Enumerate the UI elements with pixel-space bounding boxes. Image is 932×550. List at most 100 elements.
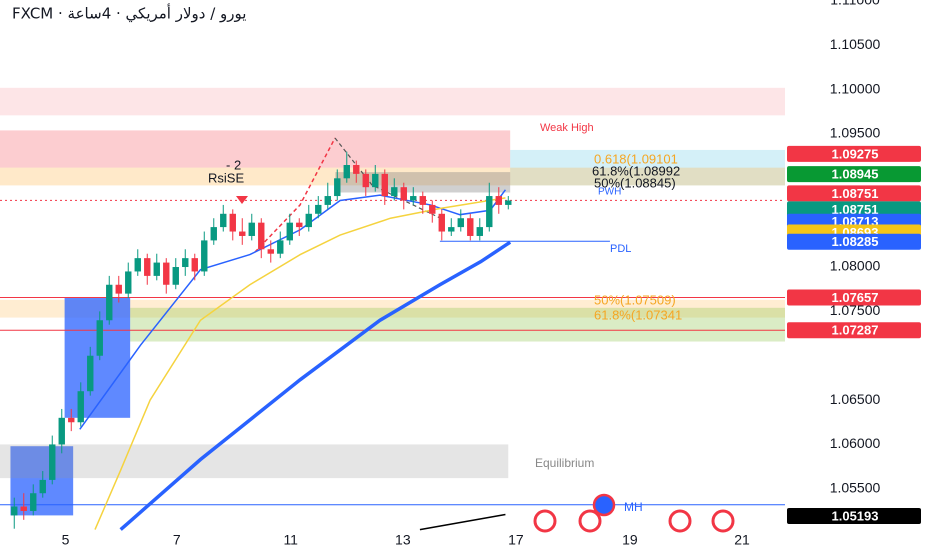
y-tick-label: 1.10500 [830,36,881,52]
annotation: PDL [610,243,631,255]
candle-body [324,196,331,205]
flag [668,509,692,533]
zone [0,87,785,116]
candle-body [362,173,369,188]
candle-body [172,267,179,285]
annotation: 0.618(1.09101 [594,151,678,166]
flag [578,509,602,533]
zones-layer [0,87,786,516]
x-tick-label: 13 [395,532,411,548]
price-tag-label: 1.08751 [832,202,879,217]
price-tag-label: 1.08285 [832,234,879,249]
annotation: Weak High [540,122,594,134]
candle-body [305,213,312,228]
candle-body [182,258,189,268]
moving-average [119,240,512,531]
price-tag [787,166,921,183]
candle-body [87,355,94,392]
annotation: 50%(1.07509) [594,292,676,307]
candle-body [115,284,122,294]
price-tag-label: 1.07287 [832,323,879,338]
y-tick-label: 1.11000 [830,0,880,8]
candle-body [495,196,502,205]
zone [0,167,785,186]
annotation: 61.8%(1.07341 [594,307,682,322]
price-tag [787,233,921,250]
candle-body [343,165,350,179]
zigzag [334,137,441,219]
annotation: PWH [598,187,621,198]
moving-average [419,513,506,531]
candle-body [315,204,322,214]
candle-body [30,493,37,511]
price-tag-label: 1.09275 [832,146,879,161]
arrow [236,196,248,204]
zone [0,130,511,168]
x-tick-label: 21 [734,532,750,548]
candle-body [277,240,284,254]
candle-body [448,227,455,232]
candle-body [400,187,407,201]
candle-body [144,258,151,276]
candle-body [372,173,379,188]
candle-body [153,262,160,276]
candle-body [229,213,236,232]
annotation: - 2 [226,157,241,172]
candle-body [457,218,464,228]
price-axis-bg [785,0,932,550]
candle-body [353,165,360,174]
price-tag-label: 1.08751 [832,186,879,201]
candle-body [296,222,303,228]
candle-body [258,222,265,250]
price-tag [787,322,921,339]
candle-body [486,196,493,228]
y-tick-label: 1.10000 [830,80,881,96]
candle-body [381,173,388,197]
candle-body [239,231,246,236]
candle-body [39,479,46,494]
zone [335,172,511,193]
candle-body [210,227,217,241]
price-tag [787,289,921,306]
candle-body [267,249,274,254]
annotation: 61.8%(1.08992 [592,163,680,178]
price-tag [787,145,921,162]
zone [510,149,785,186]
flags [533,493,735,533]
zone [0,444,509,479]
x-tick-label: 19 [622,532,638,548]
candle-body [476,227,483,236]
candle-body [58,417,65,445]
candle-body [429,204,436,214]
y-tick-label: 1.08000 [830,258,881,274]
candle-body [11,506,18,516]
x-tick-label: 11 [283,532,298,548]
flag [533,509,557,533]
annotation: 50%(1.08845) [594,175,676,190]
candle-body [77,391,84,423]
zone [64,297,131,418]
x-tick-label: 17 [508,532,524,548]
price-tag-label: 1.05193 [832,508,879,523]
candle-body [96,320,103,356]
candle-body [49,444,56,480]
y-tick-label: 1.06500 [830,391,881,407]
candle-body [505,200,512,205]
candle-body [106,284,113,321]
price-tag [787,201,921,218]
price-tag [787,185,921,202]
candle-body [163,262,170,285]
candle-body [191,258,198,272]
candle-body [134,258,141,272]
annotation: RsiSE [208,170,244,185]
candle-body [286,222,293,241]
candle-body [391,187,398,197]
x-tick-label: 7 [173,532,181,548]
flag [711,509,735,533]
zone [0,299,785,318]
moving-average [79,189,507,430]
candle-body [410,196,417,201]
zone [130,307,786,342]
zigzag [254,137,336,253]
candle-body [201,240,208,272]
